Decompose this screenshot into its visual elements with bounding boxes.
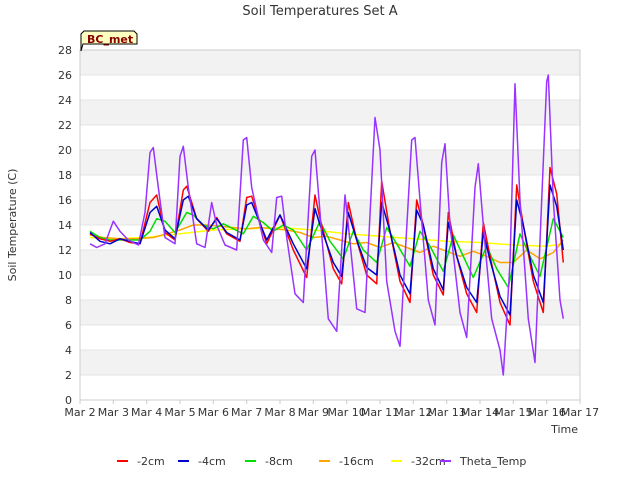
y-tick-label: 24: [58, 94, 72, 107]
legend-label: Theta_Temp: [459, 455, 526, 468]
chart-title: Soil Temperatures Set A: [242, 4, 397, 19]
x-tick-label: Mar 7: [231, 406, 262, 419]
legend: -2cm -4cm -8cm -16cm -32cm Theta_Temp: [117, 455, 526, 468]
y-tick-label: 12: [58, 244, 72, 257]
grid-band: [80, 350, 580, 375]
y-tick-label: 0: [65, 394, 72, 407]
x-tick-label: Mar 13: [428, 406, 466, 419]
grid-band: [80, 150, 580, 175]
series-line-32cm: [89, 226, 564, 247]
grid-band: [80, 50, 580, 75]
y-tick-label: 10: [58, 269, 72, 282]
x-tick-label: Mar 8: [264, 406, 295, 419]
x-tick-label: Mar 3: [98, 406, 129, 419]
legend-label: -4cm: [198, 455, 226, 468]
y-axis-label: Soil Temperature (C): [6, 169, 19, 282]
y-tick-label: 26: [58, 69, 72, 82]
legend-label: -16cm: [339, 455, 374, 468]
legend-label: -2cm: [137, 455, 165, 468]
legend-label: -32cm: [411, 455, 446, 468]
y-tick-label: 6: [65, 319, 72, 332]
plot-frame: [79, 49, 581, 401]
x-tick-label: Mar 9: [298, 406, 329, 419]
y-tick-label: 28: [58, 44, 72, 57]
x-tick-label: Mar 15: [494, 406, 532, 419]
grid-bands: [80, 49, 580, 401]
site-label: BC_met: [87, 33, 133, 46]
site-label-box: BC_met: [80, 30, 138, 52]
y-tick-label: 18: [58, 169, 72, 182]
y-tick-label: 4: [65, 344, 72, 357]
y-tick-label: 20: [58, 144, 72, 157]
y-tick-label: 8: [65, 294, 72, 307]
series-line-4cm: [89, 184, 565, 316]
series-line-thetatemp: [89, 74, 565, 376]
y-tick-label: 22: [58, 119, 72, 132]
x-tick-label: Mar 17: [561, 406, 599, 419]
x-tick-label: Mar 16: [528, 406, 566, 419]
x-tick-label: Mar 2: [64, 406, 95, 419]
x-tick-label: Mar 5: [164, 406, 195, 419]
y-tick-label: 16: [58, 194, 72, 207]
grid-band: [80, 100, 580, 125]
x-tick-label: Mar 10: [328, 406, 366, 419]
x-tick-label: Mar 12: [394, 406, 432, 419]
legend-label: -8cm: [265, 455, 293, 468]
x-tick-label: Mar 11: [361, 406, 399, 419]
x-tick-label: Mar 4: [131, 406, 162, 419]
x-tick-label: Mar 14: [461, 406, 499, 419]
y-tick-label: 14: [58, 219, 72, 232]
x-tick-label: Mar 6: [198, 406, 229, 419]
x-axis-ticks: Mar 2 Mar 3 Mar 4 Mar 5 Mar 6 Mar 7 Mar 8 Mar 9…: [64, 400, 599, 419]
series-lines: [89, 74, 565, 376]
x-axis-label: Time: [550, 423, 578, 436]
y-tick-label: 2: [65, 369, 72, 382]
